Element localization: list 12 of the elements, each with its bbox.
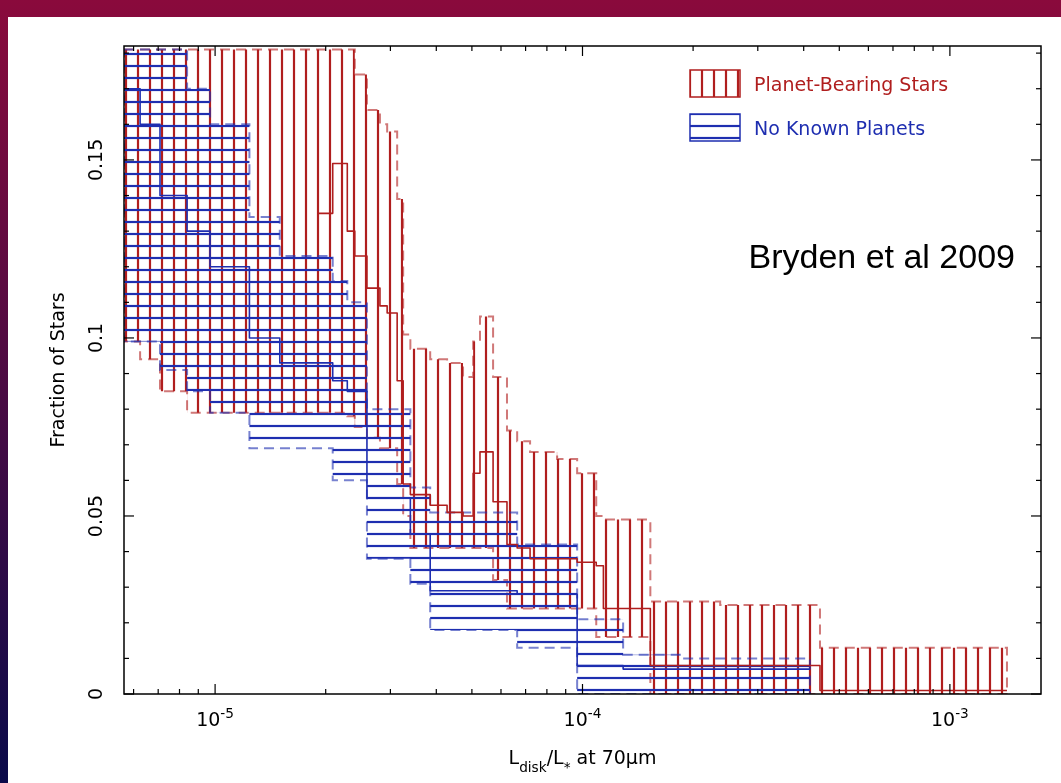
x-tick-label: 10$^{-4}$ xyxy=(563,705,602,730)
y-tick-label: 0.15 xyxy=(84,138,106,182)
y-axis-title: Fraction of Stars xyxy=(46,292,68,448)
x-axis-title: L$_{disk}$/L$_{*}$ at 70μm xyxy=(508,746,657,775)
text: Planet-Bearing Stars xyxy=(754,73,949,95)
annotation: Bryden et al 2009 xyxy=(748,237,1015,275)
x-tick-label: 10$^{-5}$ xyxy=(196,705,235,730)
y-tick-label: 0.1 xyxy=(84,322,106,354)
y-tick-label: 0 xyxy=(84,687,106,701)
x-tick-label: 10$^{-3}$ xyxy=(930,705,969,730)
y-tick-label: 0.05 xyxy=(84,494,106,538)
text: No Known Planets xyxy=(754,117,926,139)
